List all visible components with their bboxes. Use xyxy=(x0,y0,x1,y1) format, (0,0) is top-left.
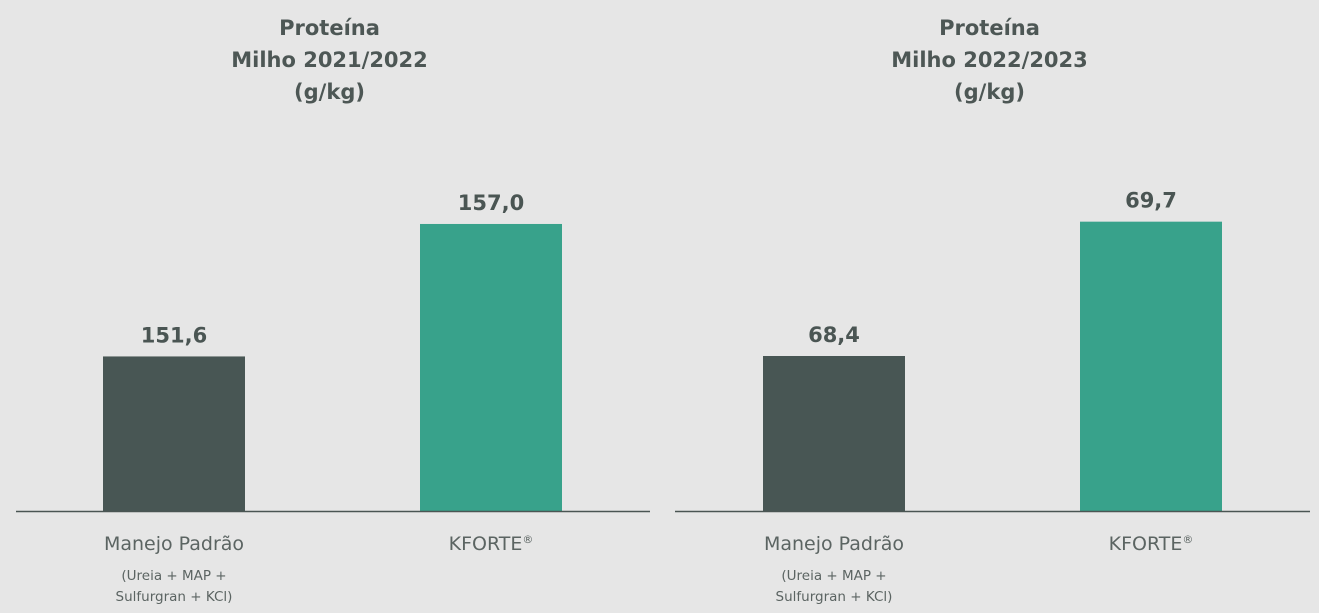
data-label: 157,0 xyxy=(458,191,524,215)
category-label: Manejo Padrão xyxy=(764,533,904,555)
data-label: 151,6 xyxy=(141,323,207,347)
chart-title-line: (g/kg) xyxy=(954,80,1025,104)
chart-panel-2021-2022: Proteína Milho 2021/2022 (g/kg) 151,6 Man… xyxy=(0,0,659,613)
bar xyxy=(1080,221,1222,511)
chart-title-line: Milho 2022/2023 xyxy=(891,48,1088,72)
bar-chart-2022-2023: 68,4 Manejo Padrão (Ureia + MAP + Sulfurgra… xyxy=(675,189,1310,605)
bar xyxy=(103,356,245,511)
bar-chart-2021-2022: 151,6 Manejo Padrão (Ureia + MAP + Sulfurgr… xyxy=(16,191,650,605)
chart-title-line: (g/kg) xyxy=(294,80,365,104)
chart-title-line: Proteína xyxy=(279,16,380,40)
chart-title-line: Milho 2021/2022 xyxy=(231,48,428,72)
category-label: Manejo Padrão xyxy=(104,533,244,555)
data-label: 68,4 xyxy=(808,323,860,347)
chart-title-line: Proteína xyxy=(939,16,1040,40)
category-label: KFORTE® xyxy=(449,533,534,555)
data-label: 69,7 xyxy=(1125,189,1177,213)
category-note: Sulfurgran + KCl) xyxy=(116,589,233,605)
category-note: (Ureia + MAP + xyxy=(121,568,226,584)
chart-title: Proteína Milho 2022/2023 (g/kg) xyxy=(660,12,1319,108)
category-note: Sulfurgran + KCl) xyxy=(776,589,893,605)
bar xyxy=(420,223,562,511)
category-note: (Ureia + MAP + xyxy=(781,568,886,584)
chart-panel-2022-2023: Proteína Milho 2022/2023 (g/kg) 68,4 Mane… xyxy=(660,0,1319,613)
chart-title: Proteína Milho 2021/2022 (g/kg) xyxy=(0,12,659,108)
bar xyxy=(763,356,905,511)
category-label: KFORTE® xyxy=(1109,533,1194,555)
